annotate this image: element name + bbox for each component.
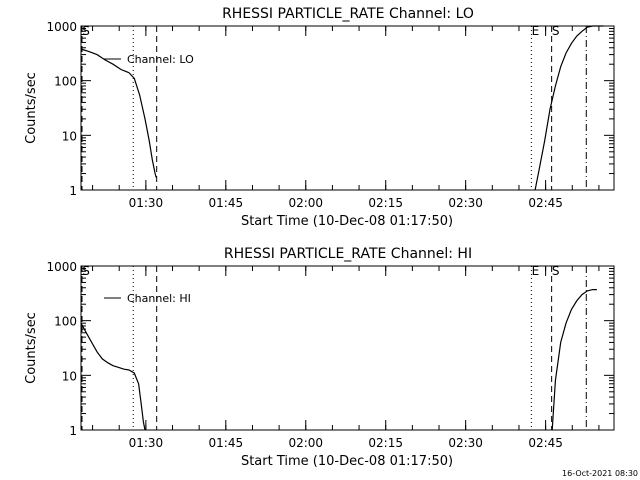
legend-label: Channel: LO [127,53,194,66]
series-group [80,25,604,191]
y-tick-label: 1000 [46,260,77,274]
marker-label: S [552,264,560,278]
y-axis: 1 10 100 1000 [46,20,614,198]
legend-label: Channel: HI [127,292,191,305]
x-axis-label: Start Time (10-Dec-08 01:17:50) [241,454,453,469]
x-tick-label: 01:45 [209,196,244,210]
series-line [551,289,597,431]
x-tick-label: 01:30 [129,196,164,210]
y-axis-label: Counts/sec [24,312,39,384]
y-tick-label: 10 [62,369,77,383]
marker-label: S [82,24,90,38]
x-axis: 01:30 01:45 02:00 02:15 02:30 02:45 [92,26,600,210]
chart-title: RHESSI PARTICLE_RATE Channel: LO [222,6,474,22]
x-tick-label: 02:30 [448,436,483,450]
y-tick-label: 1 [69,184,77,198]
series-group [80,289,597,431]
y-axis-label: Counts/sec [24,72,39,144]
x-tick-label: 01:45 [209,436,244,450]
chart-panel-hi: RHESSI PARTICLE_RATE Channel: HI 1101001… [24,246,615,469]
y-tick-label: 100 [54,75,77,89]
x-tick-label: 02:30 [448,196,483,210]
marker-label: S [82,264,90,278]
plot-frame [80,25,615,191]
plot-frame [80,265,615,431]
legend: Channel: LO [104,53,194,66]
x-tick-label: 01:30 [129,436,164,450]
series-line [534,25,604,191]
timestamp: 16-Oct-2021 08:30 [562,469,638,478]
marker-label: E [532,264,540,278]
x-tick-label: 02:45 [528,196,563,210]
chart-title: RHESSI PARTICLE_RATE Channel: HI [224,246,472,262]
y-tick-label: 1 [69,424,77,438]
x-tick-label: 02:00 [288,436,323,450]
marker-label: S [552,24,560,38]
series-line [80,322,146,431]
y-tick-label: 1000 [46,20,77,34]
y-axis: 1 10 100 1000 [46,260,614,438]
x-axis: 01:30 01:45 02:00 02:15 02:30 02:45 [92,266,600,450]
x-tick-label: 02:15 [368,196,403,210]
y-tick-label: 10 [62,129,77,143]
y-tick-label: 100 [54,315,77,329]
chart-panel-lo: RHESSI PARTICLE_RATE Channel: LO 1101001… [24,6,615,229]
series-line [80,48,157,178]
x-tick-label: 02:00 [288,196,323,210]
legend: Channel: HI [104,292,191,305]
marker-label: E [532,24,540,38]
x-tick-label: 02:45 [528,436,563,450]
x-tick-label: 02:15 [368,436,403,450]
x-axis-label: Start Time (10-Dec-08 01:17:50) [241,214,453,229]
